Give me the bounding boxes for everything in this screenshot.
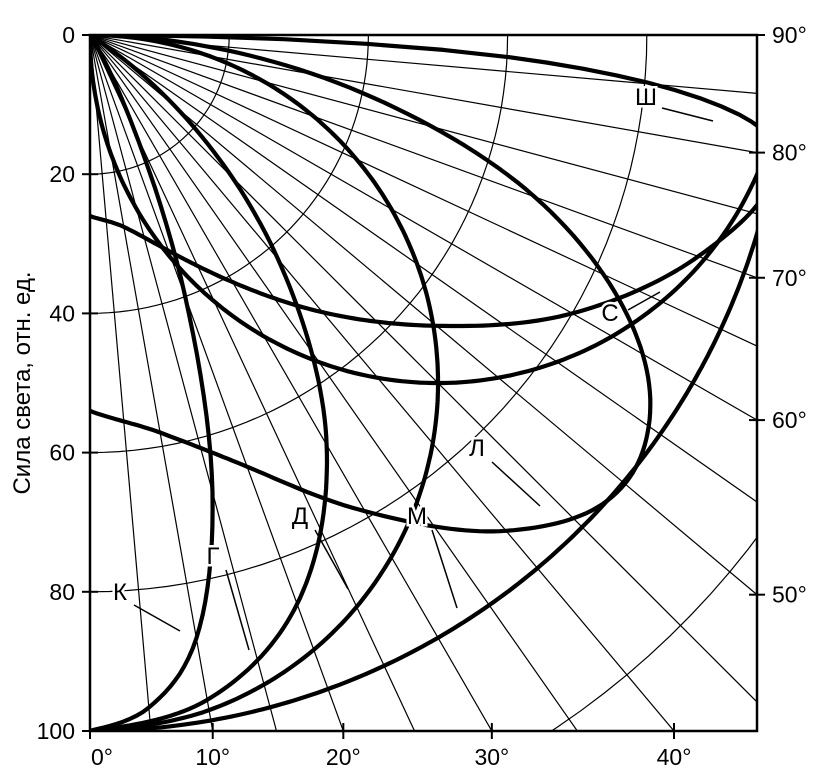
- curve-М: [90, 226, 757, 731]
- bottom-tick-label-0: 0°: [91, 744, 113, 770]
- axis-ticks: [82, 34, 765, 739]
- bottom-tick-label-10: 10°: [195, 744, 230, 770]
- y-axis-title: Сила света, отн. ед.: [9, 271, 36, 494]
- leader-line-Л: [491, 461, 541, 507]
- grid-ray-80: [90, 35, 757, 154]
- grid-arc-80: [90, 35, 648, 593]
- right-tick-label-60: 60°: [772, 407, 807, 433]
- bottom-tick-label-40: 40°: [657, 744, 692, 770]
- leader-line-М: [431, 529, 458, 609]
- intensity-curves: [90, 35, 757, 731]
- grid-arc-60: [90, 35, 509, 454]
- grid-ray-10: [90, 35, 214, 731]
- grid-ray-85: [90, 35, 757, 94]
- leader-line-Г: [225, 569, 250, 651]
- grid-ray-20: [90, 35, 344, 731]
- grid-arc-20: [90, 35, 230, 175]
- curve-label-Г: Г: [207, 543, 220, 570]
- left-tick-label-100: 100: [37, 718, 75, 744]
- left-tick-label-0: 0: [62, 22, 75, 48]
- grid-ray-15: [90, 35, 278, 731]
- curve-label-М: М: [407, 503, 427, 530]
- grid-ray-30: [90, 35, 493, 731]
- left-tick-label-80: 80: [49, 579, 75, 605]
- curve-Г: [90, 35, 330, 731]
- right-tick-label-50: 50°: [772, 582, 807, 608]
- left-tick-label-60: 60: [49, 440, 75, 466]
- grid-ray-70: [90, 35, 757, 279]
- leader-line-С: [627, 291, 661, 311]
- curve-С: [90, 35, 757, 386]
- curve-label-Л: Л: [469, 435, 485, 462]
- left-tick-label-20: 20: [49, 161, 75, 187]
- curve-К: [90, 35, 215, 731]
- axis-labels: 0 20 40 60 80 100 0° 10° 20° 30° 40° 90° 80° 70° 60° 50…: [37, 22, 807, 770]
- grid-ray-35: [90, 35, 579, 731]
- grid-ray-65: [90, 35, 757, 347]
- curve-label-Д: Д: [292, 503, 308, 530]
- right-tick-label-80: 80°: [772, 140, 807, 166]
- grid-ray-50: [90, 35, 757, 596]
- curve-Ш: [90, 35, 757, 329]
- right-tick-label-70: 70°: [772, 265, 807, 291]
- polar-grid: [90, 35, 757, 731]
- grid-ray-60: [90, 35, 757, 421]
- leader-line-К: [133, 604, 181, 632]
- bottom-tick-label-30: 30°: [474, 744, 509, 770]
- curve-labels: Ш С Л М Д Г К: [111, 82, 714, 651]
- grid-ray-5: [90, 35, 152, 731]
- grid-ray-45: [90, 35, 757, 703]
- curve-label-К: К: [113, 579, 127, 606]
- grid-arc-40: [90, 35, 369, 314]
- grid-arc-120: [550, 536, 757, 731]
- left-tick-label-40: 40: [49, 300, 75, 326]
- bottom-tick-label-20: 20°: [326, 744, 361, 770]
- curve-label-Ш: Ш: [635, 84, 657, 111]
- curve-Л: [90, 35, 653, 534]
- right-tick-label-90: 90°: [772, 22, 807, 48]
- curve-label-С: С: [601, 300, 618, 327]
- grid-ray-40: [90, 35, 675, 731]
- leader-line-Ш: [661, 107, 714, 122]
- leader-line-Д: [314, 529, 349, 590]
- plot-border: [88, 33, 759, 733]
- grid-ray-75: [90, 35, 757, 215]
